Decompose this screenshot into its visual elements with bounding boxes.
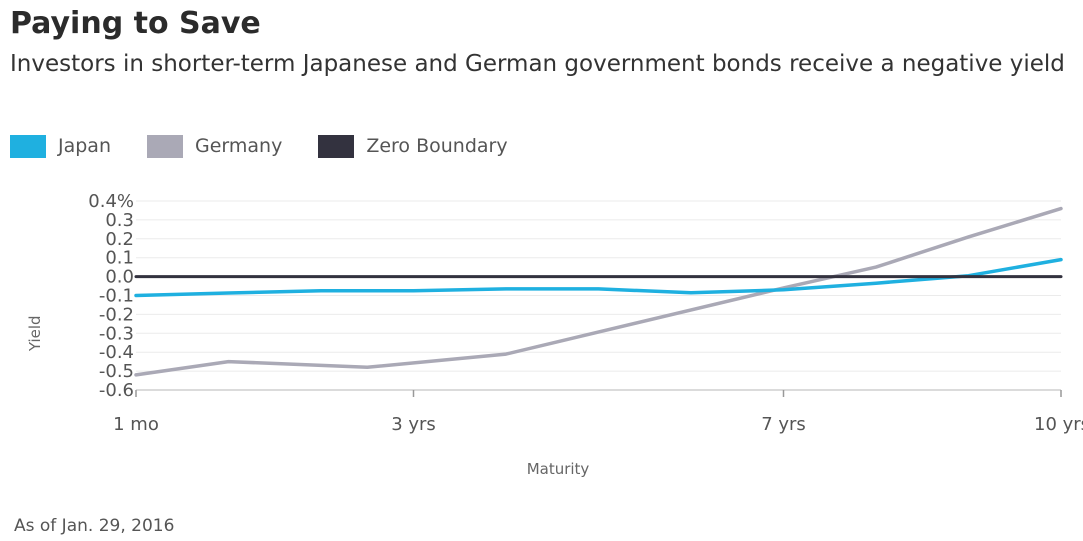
series-line-germany xyxy=(134,206,1063,377)
legend-item-japan: Japan xyxy=(10,134,111,158)
x-axis-title: Maturity xyxy=(527,460,590,478)
legend-swatch-germany xyxy=(147,134,183,158)
y-tick-label: -0.4 xyxy=(99,342,134,363)
y-axis-title: Yield xyxy=(26,315,44,352)
x-tick-label: 10 yrs xyxy=(1034,414,1083,435)
legend-item-germany: Germany xyxy=(147,134,283,158)
x-tick-label: 1 mo xyxy=(113,414,159,435)
chart-title: Paying to Save xyxy=(10,6,261,41)
x-tick-label: 7 yrs xyxy=(761,414,806,435)
series-line-japan xyxy=(134,257,1063,298)
x-tick-label: 3 yrs xyxy=(391,414,436,435)
legend-swatch-zero-boundary xyxy=(318,134,355,158)
y-tick-label: -0.1 xyxy=(99,286,134,307)
y-tick-label: 0.0 xyxy=(105,267,134,288)
source-note: As of Jan. 29, 2016 xyxy=(14,516,175,536)
y-tick-label: 0.4% xyxy=(88,191,134,212)
y-tick-label: 0.3 xyxy=(105,210,134,231)
legend-label-zero-boundary: Zero Boundary xyxy=(366,135,508,157)
y-tick-label: 0.1 xyxy=(105,248,134,269)
chart-subtitle: Investors in shorter-term Japanese and G… xyxy=(10,51,1065,77)
y-tick-label: -0.5 xyxy=(99,361,134,382)
legend-label-germany: Germany xyxy=(195,135,283,157)
y-tick-label: 0.2 xyxy=(105,229,134,250)
legend-item-zero-boundary: Zero Boundary xyxy=(318,134,508,158)
y-tick-label: -0.6 xyxy=(99,380,134,401)
chart-legend: Japan Germany Zero Boundary xyxy=(10,132,544,160)
legend-label-japan: Japan xyxy=(58,135,111,157)
legend-swatch-japan xyxy=(10,134,46,158)
y-tick-label: -0.2 xyxy=(99,304,134,325)
y-tick-label: -0.3 xyxy=(99,323,134,344)
